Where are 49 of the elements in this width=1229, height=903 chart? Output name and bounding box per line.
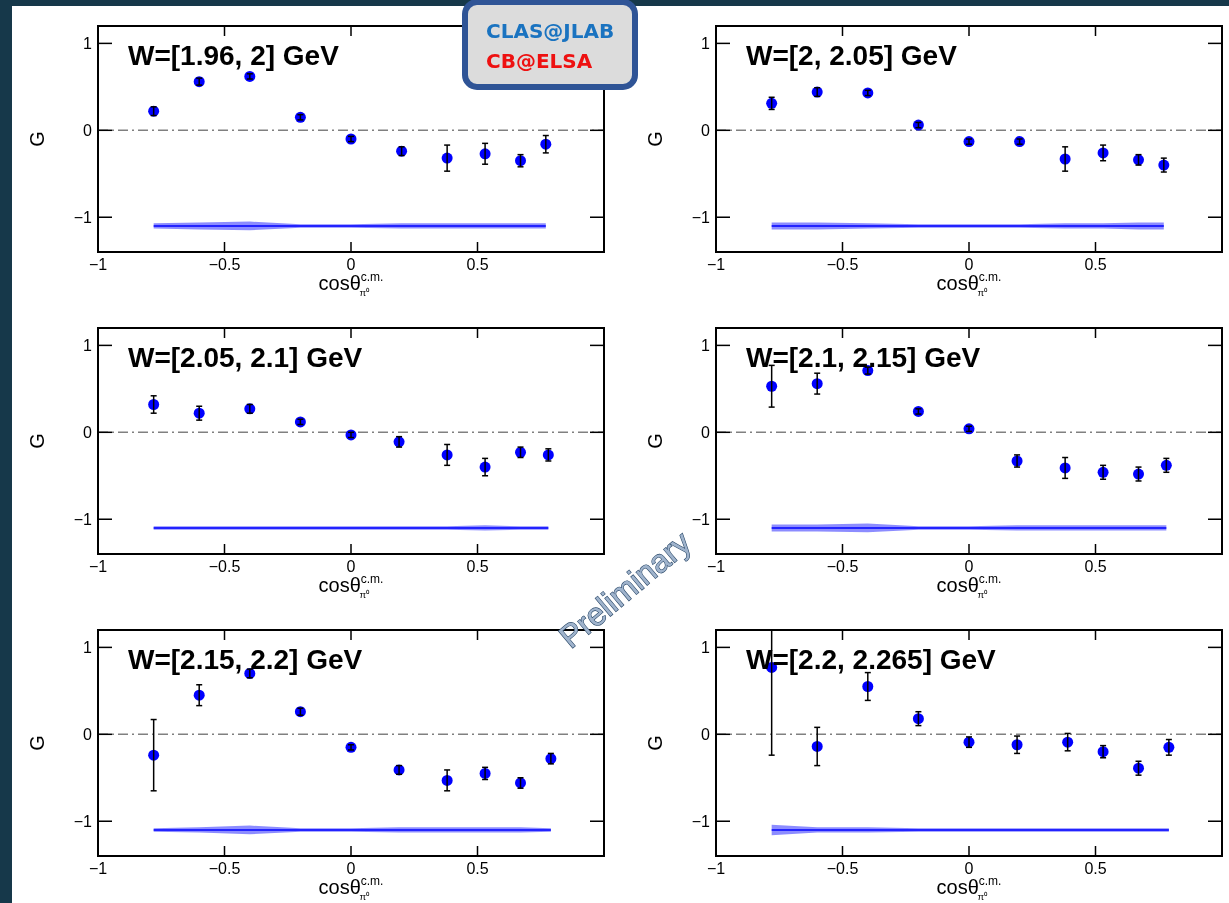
y-tick-label: −1 (691, 209, 711, 227)
text: W=[2.05, 2.1] GeV (128, 342, 363, 373)
x-tick-label: −0.5 (826, 256, 859, 273)
x-tick-label: −0.5 (826, 860, 859, 877)
x-tick-label: 0 (346, 256, 356, 273)
text: W=[2.1, 2.15] GeV (746, 342, 981, 373)
y-tick-label: 1 (701, 337, 711, 355)
x-tick-label: 0 (964, 558, 974, 575)
x-tick-label: 0 (346, 860, 356, 877)
y-tick-label: 1 (83, 337, 93, 355)
y-tick-label: 0 (83, 726, 93, 744)
y-tick-label: −1 (691, 511, 711, 529)
x-tick-label: −0.5 (208, 256, 241, 273)
x-tick-label: −0.5 (208, 860, 241, 877)
annotation: CLAS@JLAB (486, 19, 615, 43)
text: W=[1.96, 2] GeV (128, 40, 340, 71)
y-tick-label: 0 (83, 122, 93, 140)
y-tick-label: 1 (83, 35, 93, 53)
y-tick-label: 0 (701, 726, 711, 744)
y-tick-label: 1 (701, 35, 711, 53)
y-tick-label: 1 (701, 639, 711, 657)
y-axis-title: G (26, 735, 48, 751)
x-tick-label: 0.5 (1084, 256, 1107, 273)
y-tick-label: −1 (73, 209, 93, 227)
y-tick-label: 0 (701, 122, 711, 140)
y-axis-title: G (26, 131, 48, 147)
y-axis-title: G (644, 735, 666, 751)
y-axis-title: G (644, 433, 666, 449)
y-tick-label: −1 (691, 813, 711, 831)
x-tick-label: 0.5 (466, 860, 489, 877)
text: W=[2, 2.05] GeV (746, 40, 958, 71)
x-tick-label: −0.5 (208, 558, 241, 575)
x-tick-label: 0 (346, 558, 356, 575)
y-tick-label: 1 (83, 639, 93, 657)
annotation: CB@ELSA (486, 49, 593, 73)
x-tick-label: −0.5 (826, 558, 859, 575)
y-tick-label: −1 (73, 813, 93, 831)
y-axis-title: G (644, 131, 666, 147)
x-tick-label: 0.5 (1084, 558, 1107, 575)
x-tick-label: 0.5 (466, 256, 489, 273)
x-tick-label: 0 (964, 860, 974, 877)
y-tick-label: 0 (83, 424, 93, 442)
x-tick-label: 0.5 (1084, 860, 1107, 877)
text: W=[2.15, 2.2] GeV (128, 644, 363, 675)
x-tick-label: 0 (964, 256, 974, 273)
y-tick-label: 0 (701, 424, 711, 442)
x-tick-label: 0.5 (466, 558, 489, 575)
y-tick-label: −1 (73, 511, 93, 529)
y-axis-title: G (26, 433, 48, 449)
